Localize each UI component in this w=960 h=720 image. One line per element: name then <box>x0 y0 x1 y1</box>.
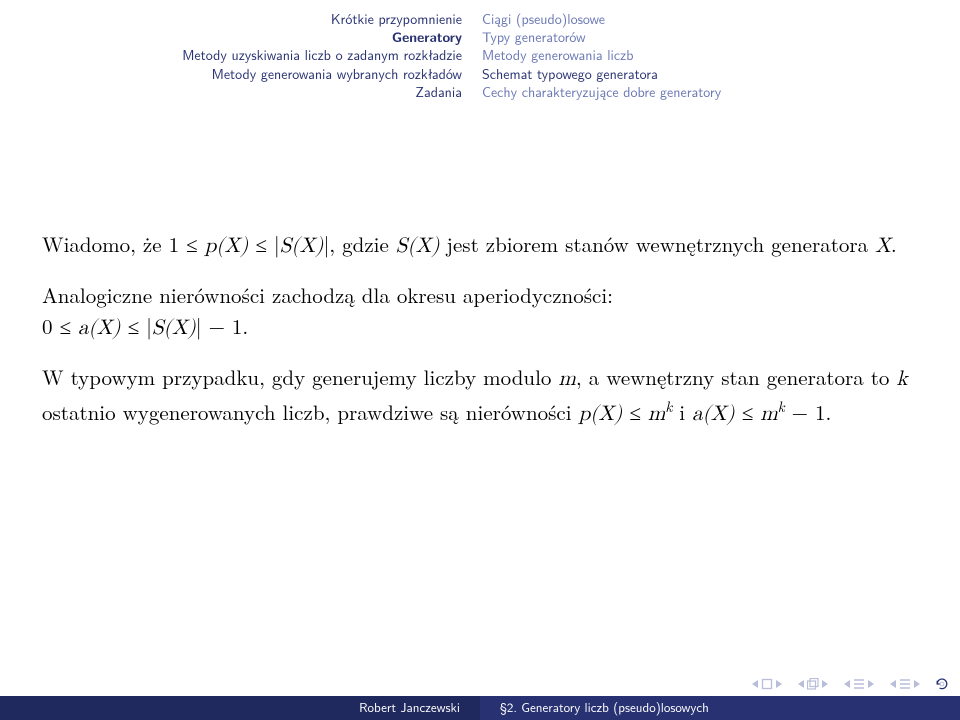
triangle-left-icon <box>750 679 760 689</box>
subsection-item-active[interactable]: Schemat typowego generatora <box>482 65 960 83</box>
triangle-right-icon <box>912 679 922 689</box>
section-item[interactable]: Metody uzyskiwania liczb o zadanym rozkł… <box>0 46 462 64</box>
subsection-item[interactable]: Typy generatorów <box>482 28 960 46</box>
undo-redo-icon <box>934 676 950 692</box>
layers-icon <box>807 678 819 690</box>
nav-frame-prev-next[interactable] <box>888 678 922 690</box>
slide-header: Krótkie przypomnienie Generatory Metody … <box>0 0 960 109</box>
paragraph-2: Analogiczne nierówności zachodzą dla okr… <box>42 280 918 344</box>
triangle-right-icon <box>820 679 830 689</box>
nav-symbols <box>750 676 950 692</box>
subsection-item[interactable]: Metody generowania liczb <box>482 46 960 64</box>
triangle-left-icon <box>888 679 898 689</box>
triangle-right-icon <box>774 679 784 689</box>
slide-body: Wiadomo, że 1 ≤ p(X) ≤ |S(X)|, gdzie S(X… <box>0 109 960 430</box>
header-subsections: Ciągi (pseudo)losowe Typy generatorów Me… <box>480 10 960 101</box>
section-item-active[interactable]: Generatory <box>0 28 462 46</box>
subsection-item[interactable]: Ciągi (pseudo)losowe <box>482 10 960 28</box>
nav-subsection-prev-next[interactable] <box>842 678 876 690</box>
lines-icon <box>853 678 865 690</box>
header-sections: Krótkie przypomnienie Generatory Metody … <box>0 10 480 101</box>
nav-back-forward[interactable] <box>934 676 950 692</box>
section-item[interactable]: Zadania <box>0 83 462 101</box>
square-icon <box>761 678 773 690</box>
nav-section-prev-next[interactable] <box>796 678 830 690</box>
triangle-left-icon <box>842 679 852 689</box>
triangle-left-icon <box>796 679 806 689</box>
subsection-item[interactable]: Cechy charakteryzujące dobre generatory <box>482 83 960 101</box>
lines-icon <box>899 678 911 690</box>
slide-footer: Robert Janczewski §2. Generatory liczb (… <box>0 696 960 720</box>
section-item[interactable]: Krótkie przypomnienie <box>0 10 462 28</box>
paragraph-3: W typowym przypadku, gdy generujemy licz… <box>42 362 918 430</box>
triangle-right-icon <box>866 679 876 689</box>
footer-title: §2. Generatory liczb (pseudo)losowych <box>480 696 960 720</box>
footer-author: Robert Janczewski <box>0 696 480 720</box>
section-item[interactable]: Metody generowania wybranych rozkładów <box>0 65 462 83</box>
paragraph-1: Wiadomo, że 1 ≤ p(X) ≤ |S(X)|, gdzie S(X… <box>42 229 918 262</box>
nav-first-prev[interactable] <box>750 678 784 690</box>
